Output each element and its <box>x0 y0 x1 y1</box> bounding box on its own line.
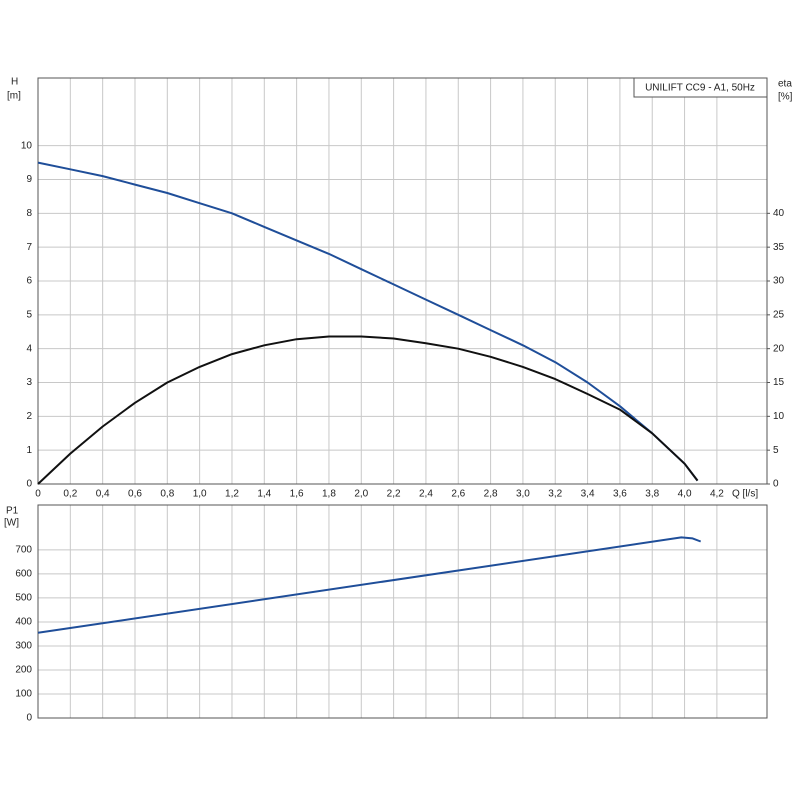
x-tick-label: 3,6 <box>613 489 627 500</box>
y2-axis-label: eta <box>778 79 792 90</box>
x-tick-label: 3,2 <box>548 489 562 500</box>
x-tick-label: 4,2 <box>710 489 724 500</box>
y-tick-label: 7 <box>26 242 32 253</box>
y2-tick-label: 5 <box>773 445 779 456</box>
y-tick-label: 0 <box>26 479 32 490</box>
y-tick-label: 6 <box>26 276 32 287</box>
y-axis-unit: [m] <box>7 91 21 102</box>
x-tick-label: 2,4 <box>419 489 433 500</box>
x-tick-label: 0,6 <box>128 489 142 500</box>
plot-frame <box>37 504 768 719</box>
x-tick-label: 3,4 <box>581 489 595 500</box>
x-tick-label: 2,8 <box>484 489 498 500</box>
y-tick-label: 200 <box>15 665 32 676</box>
x-tick-label: 4,0 <box>678 489 692 500</box>
x-tick-label: 0,8 <box>160 489 174 500</box>
y-tick-label: 5 <box>26 309 32 320</box>
y2-tick-label: 20 <box>773 343 785 354</box>
y2-tick-label: 35 <box>773 242 785 253</box>
y-axis-label: P1 <box>6 506 19 517</box>
curve <box>37 536 702 634</box>
x-tick-label: 1,8 <box>322 489 336 500</box>
x-tick-label: 0 <box>35 489 41 500</box>
y-tick-label: 10 <box>21 140 33 151</box>
y-tick-label: 8 <box>26 208 32 219</box>
curve <box>37 335 699 485</box>
curve <box>37 161 699 482</box>
y-tick-label: 9 <box>26 174 32 185</box>
y2-tick-label: 15 <box>773 377 785 388</box>
y-tick-label: 100 <box>15 689 32 700</box>
y-tick-label: 300 <box>15 641 32 652</box>
y-tick-label: 700 <box>15 545 32 556</box>
title-box <box>633 77 768 98</box>
chart-title: UNILIFT CC9 - A1, 50Hz <box>645 83 755 94</box>
y-axis-unit: [W] <box>4 518 19 529</box>
y2-tick-label: 10 <box>773 411 785 422</box>
y-tick-label: 600 <box>15 569 32 580</box>
x-tick-label: 2,6 <box>451 489 465 500</box>
x-tick-label: 2,0 <box>354 489 368 500</box>
y2-tick-label: 30 <box>773 276 785 287</box>
plot-frame <box>37 77 768 485</box>
y-tick-label: 4 <box>26 343 32 354</box>
x-axis-label: Q [l/s] <box>732 489 758 500</box>
y2-tick-label: 0 <box>773 479 779 490</box>
y2-axis-unit: [%] <box>778 92 793 103</box>
x-tick-label: 3,8 <box>645 489 659 500</box>
y2-tick-label: 40 <box>773 208 785 219</box>
x-tick-label: 3,0 <box>516 489 530 500</box>
x-tick-label: 1,2 <box>225 489 239 500</box>
x-tick-label: 1,4 <box>257 489 271 500</box>
x-tick-label: 1,0 <box>193 489 207 500</box>
y-tick-label: 500 <box>15 593 32 604</box>
x-tick-label: 0,4 <box>96 489 110 500</box>
y-tick-label: 400 <box>15 617 32 628</box>
y2-tick-label: 25 <box>773 309 785 320</box>
x-tick-label: 2,2 <box>387 489 401 500</box>
x-tick-label: 0,2 <box>63 489 77 500</box>
y-tick-label: 0 <box>26 713 32 724</box>
y-axis-label: H <box>11 77 18 88</box>
y-tick-label: 1 <box>26 445 32 456</box>
y-tick-label: 3 <box>26 377 32 388</box>
x-tick-label: 1,6 <box>290 489 304 500</box>
y-tick-label: 2 <box>26 411 32 422</box>
